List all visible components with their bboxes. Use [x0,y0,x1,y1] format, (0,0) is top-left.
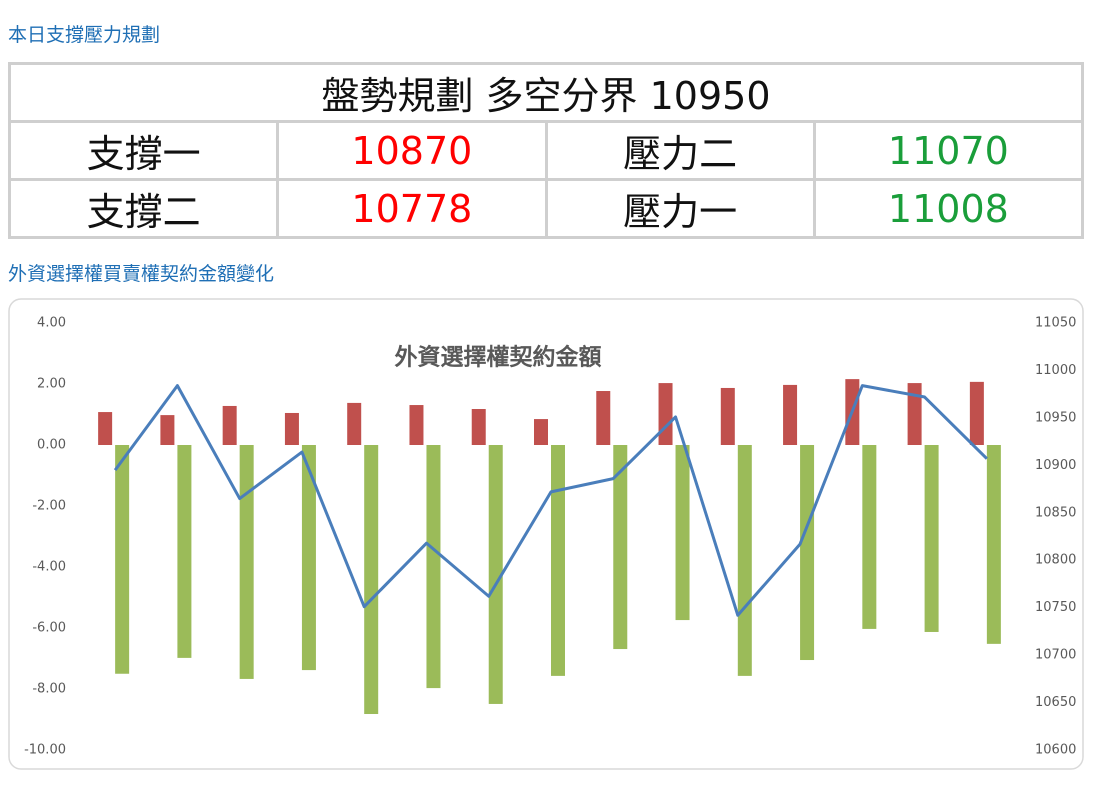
cell-label: 支撐二 [7,178,280,239]
bar [534,419,548,445]
bar [969,381,984,445]
cell-pressure: 11070 [812,120,1085,181]
y2-tick-label: 10650 [1035,695,1076,710]
bar [347,402,362,445]
bar [800,445,815,661]
y-tick-label: -8.00 [32,682,66,697]
bar [907,383,922,445]
chart-frame [8,298,1084,770]
bar [160,415,175,445]
cell-label: 支撐一 [7,120,280,181]
bar [364,445,379,715]
cell-pressure: 11008 [812,178,1085,239]
bar [222,405,237,445]
bar [239,445,254,679]
y-tick-label: -4.00 [32,560,66,575]
plan-table: 盤勢規劃 多空分界 10950 支撐一 10870 壓力二 11070 支撐二 … [7,62,1085,239]
bar [115,445,130,674]
bar [98,412,113,445]
bar [862,445,877,629]
bar [596,391,611,445]
bar [737,445,752,676]
cell-label: 壓力二 [544,120,816,181]
bar [284,412,299,445]
bar [613,445,628,650]
y-tick-label: 4.00 [37,316,66,331]
cell-support: 10870 [276,120,548,181]
bar [488,445,503,704]
y2-tick-label: 10600 [1035,743,1076,758]
table-title: 盤勢規劃 多空分界 10950 [8,62,1084,123]
y2-tick-label: 10950 [1035,410,1076,425]
chart-title: 外資選擇權契約金額 [395,344,602,371]
y2-tick-label: 10800 [1035,553,1076,568]
y2-tick-label: 11000 [1035,363,1076,378]
bar [924,445,939,632]
bar [177,445,192,658]
cell-support: 10778 [276,178,548,239]
bar [409,405,424,445]
bar [426,445,441,689]
bar [471,409,486,445]
bar [658,383,673,445]
y-tick-label: -10.00 [24,743,66,758]
y-tick-label: -2.00 [32,499,66,514]
section-title: 外資選擇權買賣權契約金額變化 [8,263,275,285]
y2-tick-label: 10900 [1035,458,1076,473]
chart: 外資選擇權契約金額 4.00 2.00 0.00 -2.00 -4.00 -6.00 -8.… [8,298,1084,770]
y2-tick-label: 10750 [1035,600,1076,615]
bar [986,445,1001,644]
y2-tick-label: 11050 [1035,316,1076,331]
bar [720,387,735,445]
y2-tick-label: 10850 [1035,505,1076,520]
y-tick-label: 0.00 [37,438,66,453]
bar [675,445,690,621]
bar [783,384,798,445]
header-title: 本日支撐壓力規劃 [8,24,161,46]
y2-tick-label: 10700 [1035,648,1076,663]
cell-label: 壓力一 [544,178,816,239]
y-tick-label: 2.00 [37,377,66,392]
bar [551,445,565,676]
y-tick-label: -6.00 [32,621,66,636]
line [113,384,988,617]
bar [301,445,316,671]
